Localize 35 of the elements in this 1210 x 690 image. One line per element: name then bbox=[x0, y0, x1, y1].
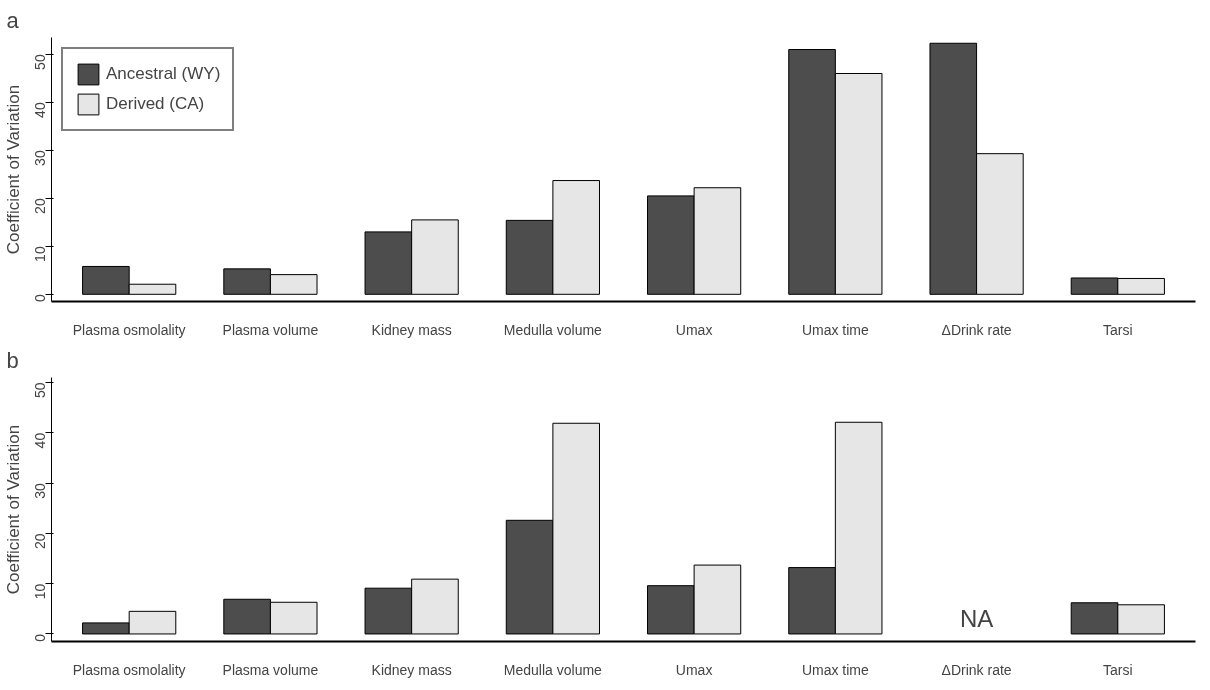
y-tick-label: 0 bbox=[32, 633, 49, 642]
x-tick-label: Umax bbox=[675, 661, 713, 678]
x-tick-label: Plasma volume bbox=[222, 321, 319, 338]
x-tick-label: Kidney mass bbox=[371, 321, 452, 338]
chart-title: b bbox=[6, 347, 19, 373]
x-tick-label: Medulla volume bbox=[503, 321, 603, 338]
y-tick-label: 20 bbox=[32, 533, 49, 549]
y-tick-label: 10 bbox=[32, 583, 49, 600]
x-tick-label: Tarsi bbox=[1103, 661, 1133, 678]
legend-label: Ancestral (WY) bbox=[106, 64, 221, 84]
x-tick-label: Umax bbox=[675, 321, 713, 338]
y-tick-label: 0 bbox=[32, 294, 49, 303]
y-tick-label: 10 bbox=[32, 246, 49, 262]
y-tick-label: 50 bbox=[32, 382, 49, 399]
x-tick-label: ΔDrink rate bbox=[941, 321, 1012, 338]
x-tick-label: ΔDrink rate bbox=[941, 661, 1012, 678]
x-tick-label: Umax time bbox=[801, 661, 870, 678]
y-tick-label: 30 bbox=[32, 482, 49, 499]
annotation: NA bbox=[959, 604, 994, 632]
x-tick-label: Kidney mass bbox=[371, 661, 452, 678]
y-tick-label: 40 bbox=[32, 432, 49, 449]
chart-title: a bbox=[6, 7, 20, 33]
y-tick-label: 50 bbox=[32, 54, 49, 70]
y-axis-title: Coefficient of Variation bbox=[3, 84, 23, 255]
y-axis-title: Coefficient of Variation bbox=[3, 424, 23, 595]
x-tick-label: Plasma osmolality bbox=[72, 661, 186, 678]
y-tick-label: 20 bbox=[32, 198, 49, 214]
y-tick-label: 40 bbox=[32, 102, 49, 118]
x-tick-label: Tarsi bbox=[1103, 321, 1133, 338]
x-tick-label: Umax time bbox=[801, 321, 870, 338]
x-tick-label: Plasma osmolality bbox=[72, 321, 186, 338]
y-tick-label: 30 bbox=[32, 150, 49, 166]
legend-label: Derived (CA) bbox=[106, 94, 205, 114]
x-tick-label: Medulla volume bbox=[503, 661, 603, 678]
x-tick-label: Plasma volume bbox=[222, 661, 319, 678]
